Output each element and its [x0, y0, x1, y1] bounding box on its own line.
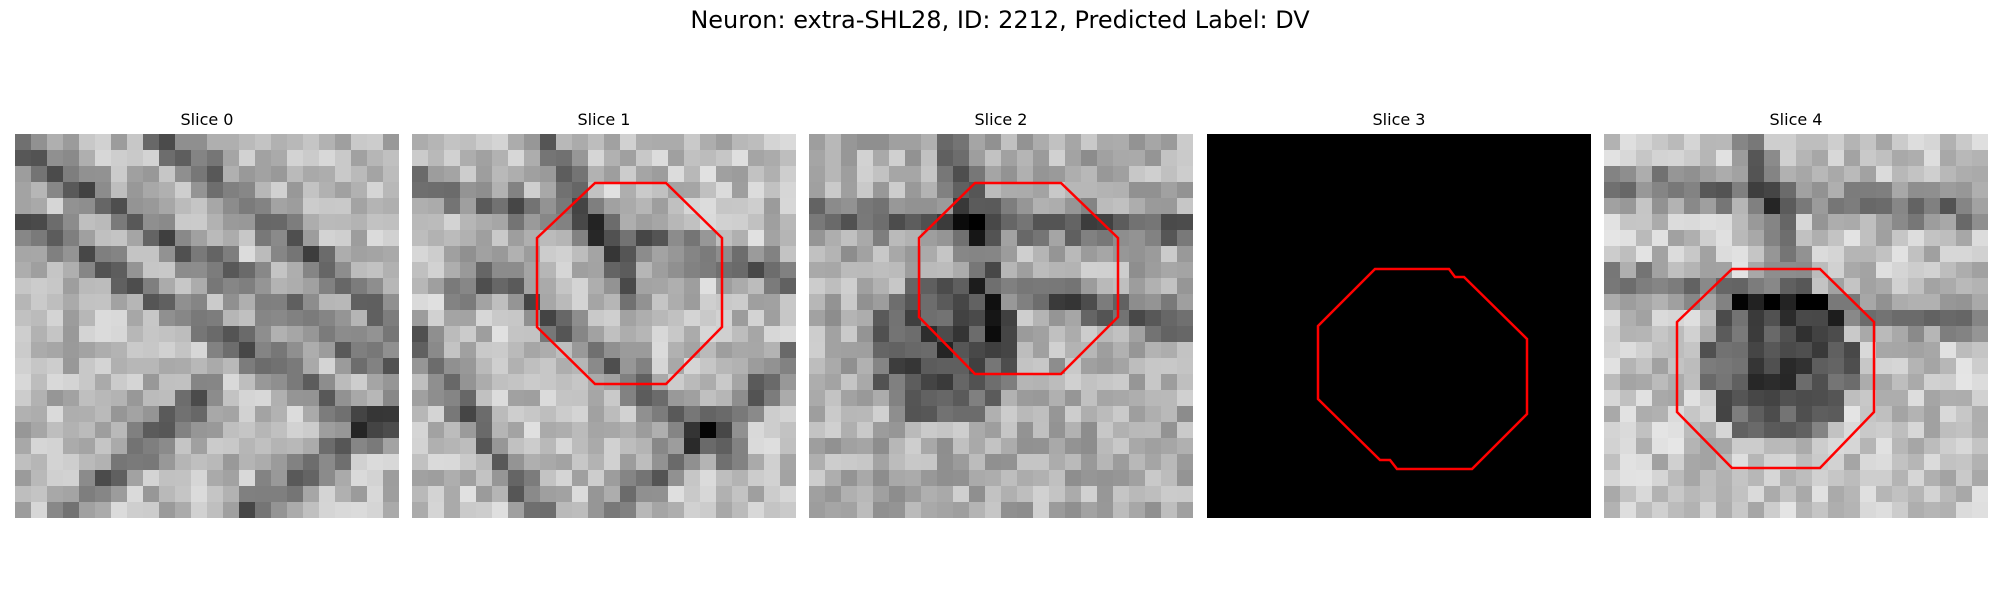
- roi-outline: [1316, 267, 1529, 471]
- slice-panel-0: Slice 0: [15, 110, 399, 518]
- slice-image-1: [412, 134, 796, 518]
- pixel-grid: [809, 134, 1193, 518]
- roi-outline: [917, 181, 1120, 376]
- slice-image-0: [15, 134, 399, 518]
- slice-panel-2: Slice 2: [809, 110, 1193, 518]
- figure-title: Neuron: extra-SHL28, ID: 2212, Predicted…: [690, 6, 1310, 34]
- slice-title-0: Slice 0: [180, 110, 234, 129]
- slice-title-4: Slice 4: [1769, 110, 1823, 129]
- pixel-grid: [15, 134, 399, 518]
- slice-panel-3: Slice 3: [1207, 110, 1591, 518]
- roi-outline: [1675, 267, 1876, 470]
- slice-title-3: Slice 3: [1372, 110, 1426, 129]
- slice-title-2: Slice 2: [974, 110, 1028, 129]
- slice-image-2: [809, 134, 1193, 518]
- black-background: [1207, 134, 1591, 518]
- slice-panel-1: Slice 1: [412, 110, 796, 518]
- roi-outline: [535, 181, 724, 386]
- pixel-grid: [412, 134, 796, 518]
- slice-image-3: [1207, 134, 1591, 518]
- slice-title-1: Slice 1: [577, 110, 631, 129]
- pixel-grid: [1604, 134, 1988, 518]
- slice-image-4: [1604, 134, 1988, 518]
- slice-panel-4: Slice 4: [1604, 110, 1988, 518]
